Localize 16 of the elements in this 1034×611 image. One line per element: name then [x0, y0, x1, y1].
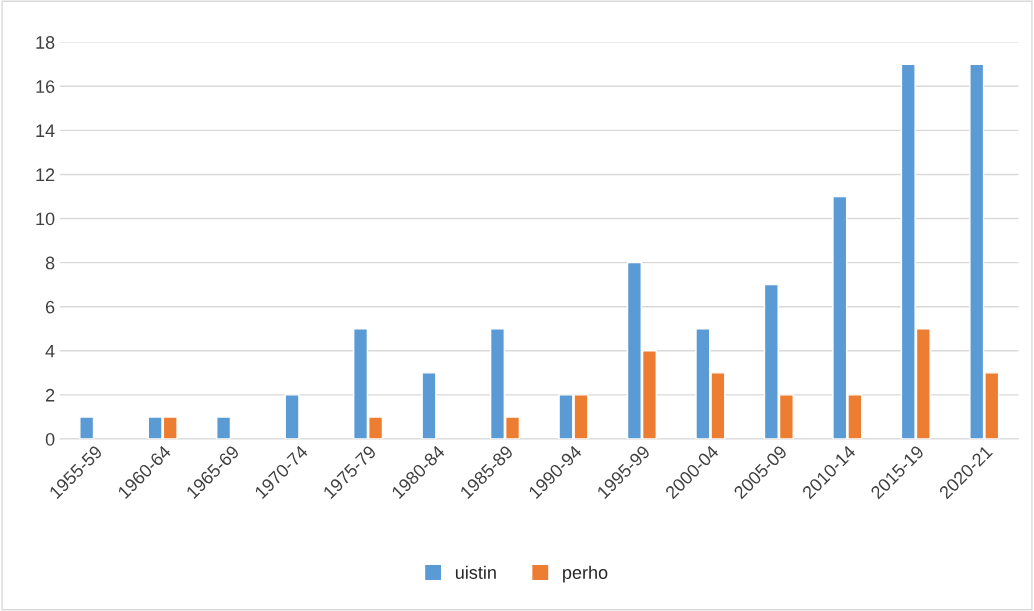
legend-label: perho: [563, 565, 608, 583]
bar: [284, 394, 300, 439]
legend-label: uistin: [455, 565, 496, 579]
y-tick-label: 10: [36, 212, 55, 226]
y-tick-label: 0: [45, 432, 55, 446]
y-tick-label: 18: [36, 36, 55, 49]
y-tick-label: 14: [36, 124, 55, 137]
y-tick-label: 2: [45, 388, 55, 402]
bar: [79, 416, 95, 439]
bar: [421, 372, 437, 439]
y-tick-label: 4: [45, 344, 55, 358]
bar: [216, 416, 232, 439]
y-tick-label: 8: [45, 256, 55, 270]
y-tick-label: 16: [36, 80, 55, 93]
y-tick-label: 12: [36, 168, 55, 181]
y-tick-label: 6: [45, 300, 55, 314]
